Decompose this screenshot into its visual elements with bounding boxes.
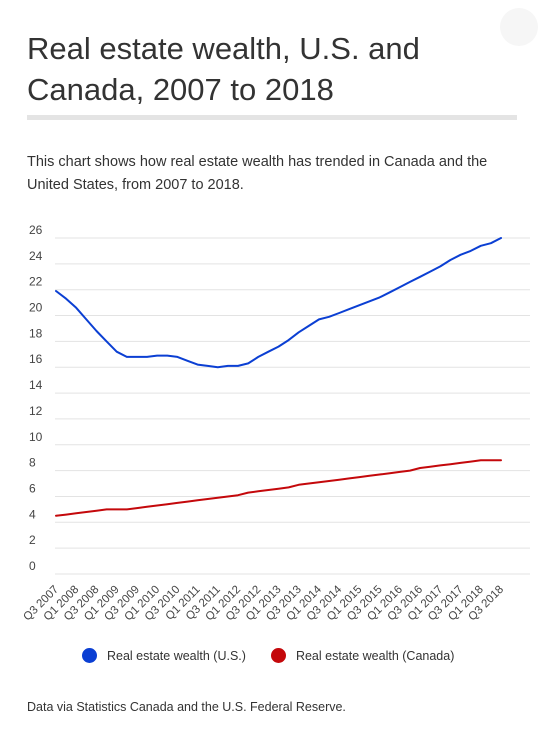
y-tick-label: 8 (29, 456, 36, 470)
series-lines (55, 237, 502, 517)
y-tick-label: 22 (29, 275, 43, 289)
series-line-us[interactable] (55, 237, 502, 369)
y-tick-label: 0 (29, 559, 36, 573)
y-tick-label: 14 (29, 378, 43, 392)
series-line-canada[interactable] (55, 459, 502, 517)
y-tick-label: 10 (29, 430, 43, 444)
y-tick-label: 16 (29, 352, 43, 366)
legend-label-canada: Real estate wealth (Canada) (295, 648, 455, 663)
chart-description: This chart shows how real estate wealth … (27, 154, 488, 193)
legend-label-us: Real estate wealth (U.S.) (107, 648, 246, 663)
legend: Real estate wealth (U.S.) Real estate we… (82, 648, 479, 663)
y-tick-label: 2 (29, 533, 36, 547)
corner-decoration (500, 8, 538, 46)
y-tick-label: 24 (29, 249, 43, 263)
y-tick-label: 4 (29, 507, 36, 521)
gridlines (55, 237, 530, 575)
legend-marker-us (82, 648, 97, 663)
y-tick-label: 18 (29, 326, 43, 340)
title-divider (27, 115, 517, 120)
source-note: Data via Statistics Canada and the U.S. … (27, 700, 346, 714)
y-tick-label: 20 (29, 301, 43, 315)
legend-item-canada[interactable]: Real estate wealth (Canada) (270, 648, 455, 663)
y-tick-label: 26 (29, 223, 43, 237)
legend-marker-canada (270, 648, 286, 663)
y-tick-label: 6 (29, 481, 36, 495)
page-title: Real estate wealth, U.S. and Canada, 200… (27, 31, 420, 107)
y-tick-label: 12 (29, 404, 43, 418)
legend-item-us[interactable]: Real estate wealth (U.S.) (82, 648, 246, 663)
